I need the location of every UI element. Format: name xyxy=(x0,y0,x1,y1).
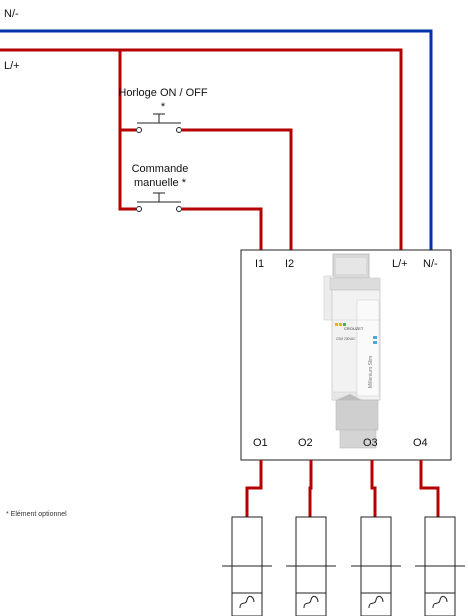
load-4 xyxy=(415,516,465,616)
live-branch-wire xyxy=(118,50,136,211)
o1-output-wire xyxy=(245,460,263,517)
terminal-o3: O3 xyxy=(363,437,378,449)
manual-to-i1-wire xyxy=(182,207,263,250)
clock-switch xyxy=(136,113,182,133)
tilde-wave-icon xyxy=(239,595,255,609)
load-3 xyxy=(351,516,401,616)
terminal-o4: O4 xyxy=(413,437,428,449)
tilde-wave-icon xyxy=(432,595,448,609)
o2-output-wire xyxy=(308,460,313,517)
live-wire xyxy=(0,48,403,250)
load-1 xyxy=(222,516,272,616)
device-image: CROUZET CSM 230VAC Millenium Slim xyxy=(323,253,381,449)
svg-text:CROUZET: CROUZET xyxy=(344,326,364,331)
terminal-i1: I1 xyxy=(255,258,265,270)
manual-switch-label: Commande manuelle * xyxy=(131,163,189,189)
svg-text:CSM 230VAC: CSM 230VAC xyxy=(336,337,356,341)
clock-to-i2-wire xyxy=(182,128,293,250)
load-2 xyxy=(286,516,336,616)
terminal-i2: I2 xyxy=(285,258,295,270)
terminal-neutral: N/- xyxy=(423,258,438,270)
tilde-wave-icon xyxy=(368,595,384,609)
manual-switch xyxy=(136,192,182,212)
live-line-label: L/+ xyxy=(4,60,20,72)
optional-element-footnote: * Elément optionnel xyxy=(6,511,67,518)
terminal-o1: O1 xyxy=(253,437,268,449)
clock-switch-label: Horloge ON / OFF * xyxy=(118,87,208,113)
terminal-o2: O2 xyxy=(298,437,313,449)
svg-text:Millenium Slim: Millenium Slim xyxy=(368,356,374,388)
neutral-line-label: N/- xyxy=(4,8,19,20)
terminal-live: L/+ xyxy=(392,258,408,270)
o4-output-wire xyxy=(419,460,440,517)
o3-output-wire xyxy=(370,460,377,517)
tilde-wave-icon xyxy=(303,595,319,609)
neutral-wire xyxy=(0,29,433,250)
